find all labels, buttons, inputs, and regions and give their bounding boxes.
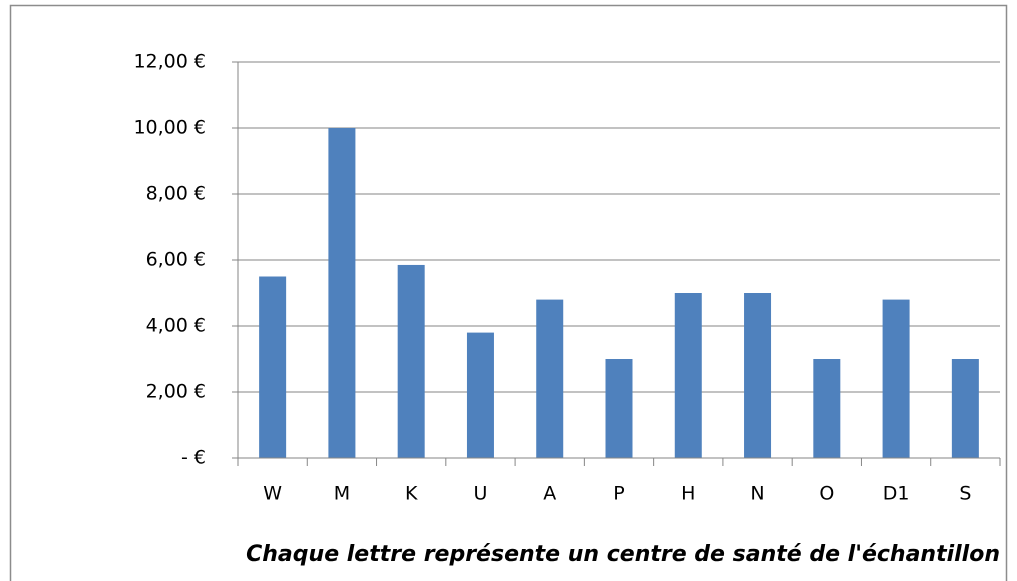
chart-frame [9, 4, 1008, 581]
bar [466, 332, 494, 458]
y-tick-label: 12,00 € [133, 51, 206, 73]
bar [328, 128, 356, 458]
x-tick-label: S [959, 483, 971, 505]
x-tick-label: P [613, 483, 624, 505]
y-tick-label: 10,00 € [133, 117, 206, 139]
x-axis-label: Chaque lettre représente un centre de sa… [246, 542, 1000, 567]
bar [674, 293, 702, 458]
y-tick-label: 6,00 € [146, 249, 206, 271]
x-tick-label: N [750, 483, 764, 505]
bar [882, 299, 910, 458]
bar [744, 293, 772, 458]
y-tick-label: 4,00 € [146, 315, 206, 337]
bar [813, 359, 841, 458]
bar [259, 276, 287, 458]
bar [536, 299, 564, 458]
x-tick-label: K [405, 483, 418, 505]
x-tick-label: W [263, 483, 282, 505]
x-tick-label: U [473, 483, 487, 505]
y-tick-label: - € [181, 447, 206, 469]
x-tick-label: O [819, 483, 834, 505]
bar [397, 264, 425, 458]
x-tick-label: A [543, 483, 556, 505]
bar [605, 359, 633, 458]
y-tick-label: 8,00 € [146, 183, 206, 205]
y-tick-label: 2,00 € [146, 381, 206, 403]
x-tick-label: H [681, 483, 695, 505]
bar [951, 359, 979, 458]
x-tick-label: D1 [883, 483, 910, 505]
x-tick-label: M [334, 483, 350, 505]
